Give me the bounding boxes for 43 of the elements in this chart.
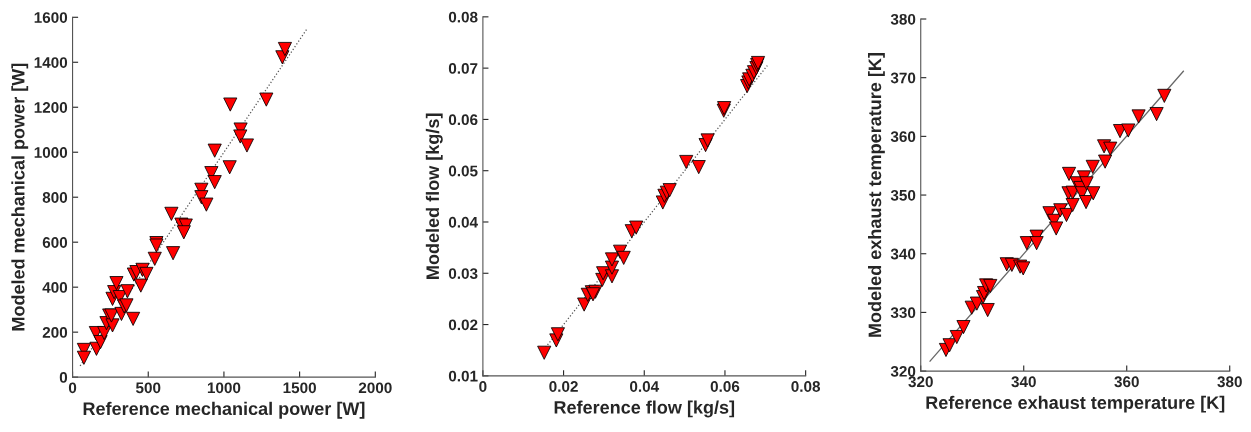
x-tick-label: 0 <box>68 382 77 394</box>
y-tick-label: 1000 <box>34 147 68 158</box>
x-tick-label: 500 <box>135 382 161 394</box>
y-tick-label: 370 <box>890 72 916 84</box>
y-tick-label: 320 <box>890 365 916 377</box>
y-tick-label: 340 <box>890 248 916 260</box>
y-tick-label: 0.08 <box>448 11 478 23</box>
x-tick-label: 340 <box>1011 376 1036 388</box>
x-tick-label: 360 <box>1114 376 1139 388</box>
x-tick-label: 2000 <box>358 382 392 394</box>
y-tick-label: 0.02 <box>448 319 478 331</box>
y-axis-title: Modeled exhaust temperature [K] <box>868 53 885 337</box>
y-tick-label: 1400 <box>34 57 68 68</box>
y-tick-label: 380 <box>890 13 916 25</box>
y-tick-label: 350 <box>890 189 916 201</box>
y-tick-label: 800 <box>42 192 68 203</box>
y-tick-label: 400 <box>42 282 68 293</box>
y-tick-label: 1200 <box>34 102 68 113</box>
x-tick-label: 320 <box>908 376 933 388</box>
x-tick-label: 1000 <box>207 382 241 394</box>
x-axis-title: Reference mechanical power [W] <box>83 401 365 419</box>
x-tick-label: 0.04 <box>630 381 660 392</box>
y-tick-label: 1600 <box>34 12 68 23</box>
x-tick-label: 1500 <box>283 382 316 394</box>
y-axis-title: Modeled flow [kg/s] <box>425 113 443 279</box>
x-tick-label: 0 <box>479 381 487 392</box>
x-tick-label: 0.06 <box>710 381 740 392</box>
x-tick-label: 380 <box>1217 376 1242 388</box>
y-tick-label: 330 <box>890 307 916 319</box>
y-tick-label: 0.04 <box>448 216 478 228</box>
y-tick-label: 200 <box>42 327 68 338</box>
x-axis-title: Reference flow [kg/s] <box>554 400 735 418</box>
x-tick-label: 0.02 <box>549 381 578 392</box>
y-tick-label: 600 <box>42 237 68 248</box>
y-axis-title: Modeled mechanical power [W] <box>11 63 29 331</box>
y-tick-label: 360 <box>890 131 916 143</box>
x-tick-label: 0.08 <box>791 381 821 392</box>
y-tick-label: 0.05 <box>448 165 478 177</box>
y-tick-label: 0.07 <box>448 63 478 74</box>
y-tick-label: 0.01 <box>448 370 478 382</box>
x-axis-title: Reference exhaust temperature [K] <box>926 395 1225 413</box>
y-tick-label: 0.03 <box>448 268 478 279</box>
y-tick-label: 0.06 <box>448 114 478 126</box>
